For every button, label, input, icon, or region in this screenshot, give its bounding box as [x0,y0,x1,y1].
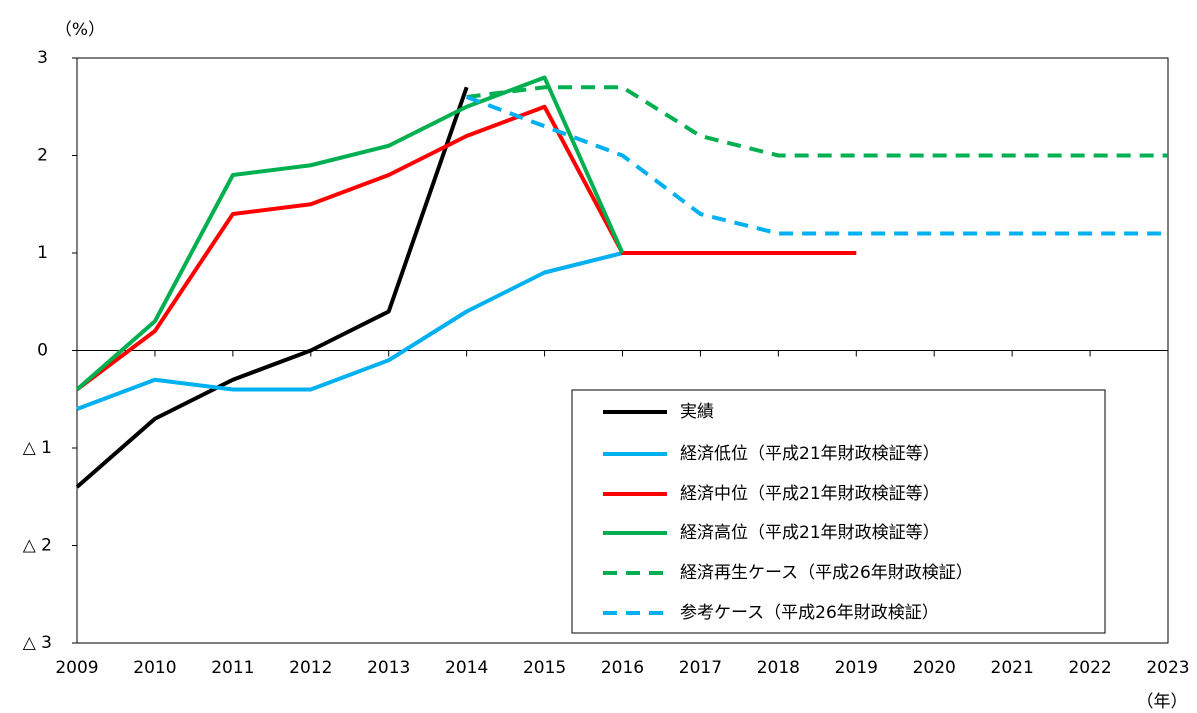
x-tick-label: 2017 [679,658,722,678]
series-line [75,75,625,392]
series-line [75,104,857,392]
y-tick-label: 0 [37,341,48,361]
series-line [75,86,469,489]
legend-label: 参考ケース（平成26年財政検証） [680,603,939,623]
y-unit-label: （%） [55,20,105,40]
x-tick-label: 2023 [1146,658,1189,678]
y-tick-label: △ 3 [23,633,52,653]
x-tick-label: 2013 [367,658,410,678]
y-tick-label: 1 [37,243,48,263]
y-tick-label: △ 1 [23,438,52,458]
legend-label: 経済高位（平成21年財政検証等） [680,523,940,543]
legend-label: 経済中位（平成21年財政検証等） [680,484,940,504]
legend-label: 実績 [680,402,714,422]
series-line [466,85,1168,158]
x-tick-label: 2019 [835,658,878,678]
x-tick-label: 2014 [445,658,488,678]
x-tick-label: 2016 [601,658,644,678]
x-tick-label: 2020 [913,658,956,678]
x-tick-label: 2021 [991,658,1034,678]
y-tick-label: 3 [37,48,48,68]
x-tick-label: 2015 [523,658,566,678]
legend-label: 経済低位（平成21年財政検証等） [680,444,940,464]
x-tick-label: 2012 [289,658,332,678]
x-tick-label: 2018 [757,658,800,678]
x-tick-label: 2011 [211,658,254,678]
y-tick-label: 2 [37,146,48,166]
legend [571,389,1106,634]
x-tick-label: 2009 [55,658,98,678]
x-tick-label: 2022 [1068,658,1111,678]
legend-label: 経済再生ケース（平成26年財政検証） [680,563,973,583]
y-tick-label: △ 2 [23,536,52,556]
x-axis-label: （年） [1137,692,1188,712]
series-line [465,95,1168,236]
series-line [76,251,623,411]
x-tick-label: 2010 [133,658,176,678]
